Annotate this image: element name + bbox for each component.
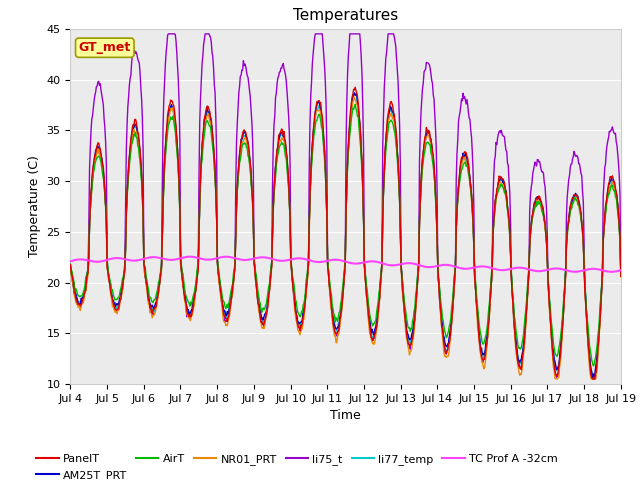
Text: GT_met: GT_met (79, 41, 131, 54)
PanelT (189, 306, 196, 312)
NR01_PRT (77, 308, 84, 313)
TC Prof A -32cm (219, 254, 227, 260)
li75_t (617, 273, 625, 278)
PanelT (589, 376, 596, 382)
AirT (413, 277, 421, 283)
AM25T_PRT (351, 90, 358, 96)
AirT (133, 135, 141, 141)
PanelT (67, 262, 74, 267)
li75_t (77, 305, 84, 311)
Line: PanelT: PanelT (70, 87, 621, 379)
AirT (351, 102, 359, 108)
TC Prof A -32cm (186, 254, 194, 260)
PanelT (617, 274, 625, 279)
TC Prof A -32cm (413, 262, 421, 267)
AM25T_PRT (413, 282, 421, 288)
NR01_PRT (413, 285, 421, 290)
li77_temp (133, 129, 141, 134)
AM25T_PRT (218, 297, 226, 302)
PanelT (429, 153, 437, 158)
li75_t (133, 52, 141, 58)
Line: AM25T_PRT: AM25T_PRT (70, 93, 621, 378)
AM25T_PRT (589, 375, 596, 381)
Legend: PanelT, AM25T_PRT, AirT, NR01_PRT, li75_t, li77_temp, TC Prof A -32cm: PanelT, AM25T_PRT, AirT, NR01_PRT, li75_… (32, 450, 563, 480)
TC Prof A -32cm (617, 267, 625, 273)
li77_temp (413, 283, 421, 288)
AM25T_PRT (429, 155, 437, 161)
li77_temp (352, 91, 360, 96)
TC Prof A -32cm (67, 258, 74, 264)
AM25T_PRT (67, 264, 74, 270)
li77_temp (218, 297, 226, 303)
li77_temp (189, 303, 196, 309)
li75_t (164, 31, 172, 37)
TC Prof A -32cm (133, 258, 141, 264)
Line: li75_t: li75_t (70, 34, 621, 379)
Title: Temperatures: Temperatures (293, 9, 398, 24)
TC Prof A -32cm (190, 254, 198, 260)
AirT (67, 261, 74, 267)
X-axis label: Time: Time (330, 409, 361, 422)
Line: TC Prof A -32cm: TC Prof A -32cm (70, 257, 621, 272)
AM25T_PRT (133, 127, 141, 132)
li75_t (67, 264, 74, 269)
li77_temp (590, 376, 598, 382)
NR01_PRT (133, 131, 141, 136)
li75_t (429, 92, 437, 98)
Line: li77_temp: li77_temp (70, 94, 621, 379)
AirT (218, 292, 226, 298)
TC Prof A -32cm (608, 269, 616, 275)
li75_t (589, 376, 596, 382)
li75_t (190, 297, 198, 303)
NR01_PRT (351, 95, 358, 100)
AirT (429, 162, 437, 168)
AM25T_PRT (77, 301, 84, 307)
NR01_PRT (67, 267, 74, 273)
AM25T_PRT (189, 300, 196, 306)
AirT (77, 293, 84, 299)
li77_temp (617, 270, 625, 276)
NR01_PRT (617, 274, 625, 280)
NR01_PRT (429, 161, 437, 167)
Y-axis label: Temperature (C): Temperature (C) (28, 156, 41, 257)
Line: AirT: AirT (70, 105, 621, 366)
PanelT (413, 284, 421, 290)
AirT (589, 363, 597, 369)
TC Prof A -32cm (77, 256, 84, 262)
TC Prof A -32cm (429, 264, 437, 270)
AirT (189, 294, 196, 300)
AirT (617, 272, 625, 277)
NR01_PRT (552, 376, 559, 382)
li77_temp (429, 157, 437, 163)
PanelT (351, 84, 359, 90)
PanelT (218, 297, 226, 303)
PanelT (133, 124, 141, 130)
li77_temp (77, 299, 84, 304)
li75_t (219, 303, 227, 309)
Line: NR01_PRT: NR01_PRT (70, 97, 621, 379)
li77_temp (67, 265, 74, 271)
PanelT (77, 303, 84, 309)
AM25T_PRT (617, 270, 625, 276)
NR01_PRT (218, 303, 226, 309)
li75_t (413, 285, 421, 291)
NR01_PRT (189, 308, 196, 314)
